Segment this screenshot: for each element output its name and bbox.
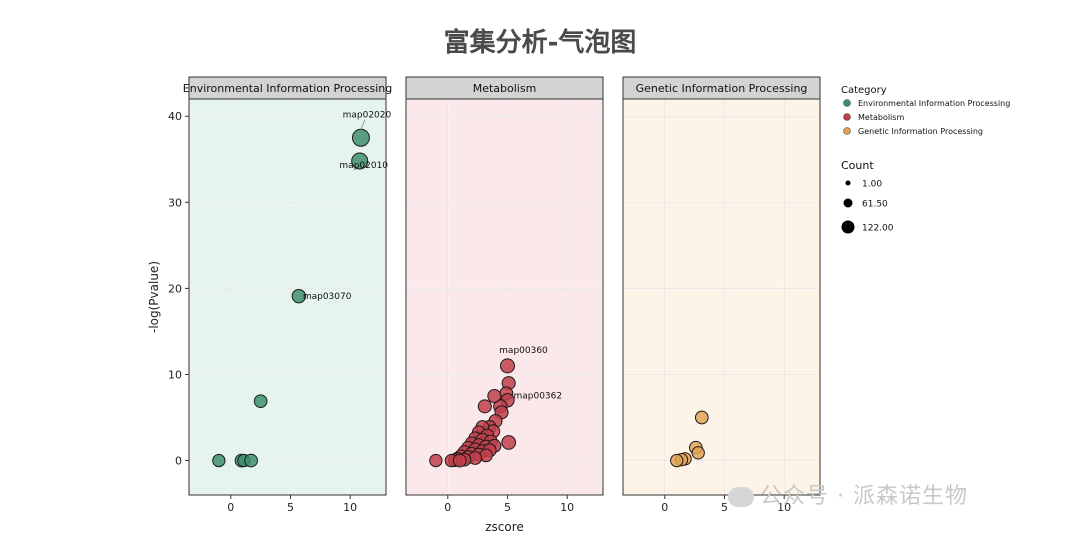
facet-panel-border — [622, 98, 821, 496]
legend-category-title: Category — [841, 85, 887, 96]
legend-category-label: Metabolism — [858, 113, 904, 122]
y-axis-label: -log(Pvalue) — [147, 261, 161, 333]
label-leader-line — [360, 119, 366, 130]
data-point — [670, 453, 684, 468]
data-point — [212, 453, 226, 468]
data-point — [351, 128, 370, 147]
y-tick-label: 10 — [168, 368, 182, 381]
x-tick-label: 5 — [287, 501, 294, 514]
x-tick-label: 10 — [777, 501, 791, 514]
x-tick-label: 5 — [721, 501, 728, 514]
data-point — [452, 453, 467, 468]
data-point-label: map02020 — [343, 111, 392, 121]
data-point — [253, 394, 268, 409]
legend-count-key — [845, 180, 851, 186]
x-tick-label: 5 — [504, 501, 511, 514]
facet-panel-background — [623, 99, 820, 495]
data-point — [429, 453, 443, 468]
legend-category-label: Genetic Information Processing — [858, 127, 983, 136]
facet-panel-background — [406, 99, 603, 495]
x-tick-label: 10 — [343, 501, 357, 514]
y-tick-label: 0 — [175, 455, 182, 468]
data-point — [291, 288, 307, 304]
y-tick-label: 30 — [168, 196, 182, 209]
x-tick-label: 0 — [444, 501, 451, 514]
legend-category-label: Environmental Information Processing — [858, 99, 1010, 108]
legend-count-label: 1.00 — [862, 180, 882, 190]
legend-count-key — [841, 220, 855, 234]
x-tick-label: 0 — [227, 501, 234, 514]
x-axis-label: zscore — [485, 520, 524, 534]
watermark-text: 公众号 · 派森诺生物 — [760, 484, 968, 509]
legend-category-key — [843, 127, 851, 135]
y-tick-label: 40 — [168, 110, 182, 123]
data-point — [487, 388, 502, 404]
data-point — [499, 358, 515, 374]
data-point — [691, 446, 705, 460]
watermark: 公众号 · 派森诺生物 — [728, 478, 968, 510]
data-point-label: map00362 — [513, 391, 562, 401]
facet-strip-label: Metabolism — [473, 82, 537, 95]
legend-category-key — [843, 99, 851, 107]
data-point — [244, 453, 258, 468]
data-point-label: map00360 — [499, 346, 548, 356]
facet-panel-border — [405, 98, 604, 496]
data-point-label: map02010 — [339, 161, 388, 171]
wechat-icon — [728, 487, 754, 507]
legend-count-label: 61.50 — [862, 200, 888, 210]
data-point — [477, 399, 492, 414]
data-point — [694, 410, 709, 425]
data-point-label: map03070 — [303, 292, 352, 302]
legend-category-key — [843, 113, 851, 121]
x-tick-label: 10 — [560, 501, 574, 514]
legend-count-title: Count — [841, 159, 874, 172]
legend-count-key — [843, 198, 853, 208]
data-point — [351, 152, 369, 170]
chart-title: 富集分析-气泡图 — [443, 28, 637, 58]
data-point — [501, 435, 517, 450]
y-tick-label: 20 — [168, 282, 182, 295]
legend-count-label: 122.00 — [862, 224, 894, 234]
facet-strip-label: Genetic Information Processing — [636, 82, 808, 95]
x-tick-label: 0 — [661, 501, 668, 514]
facet-panel-border — [188, 98, 387, 496]
facet-strip-label: Environmental Information Processing — [183, 82, 392, 95]
